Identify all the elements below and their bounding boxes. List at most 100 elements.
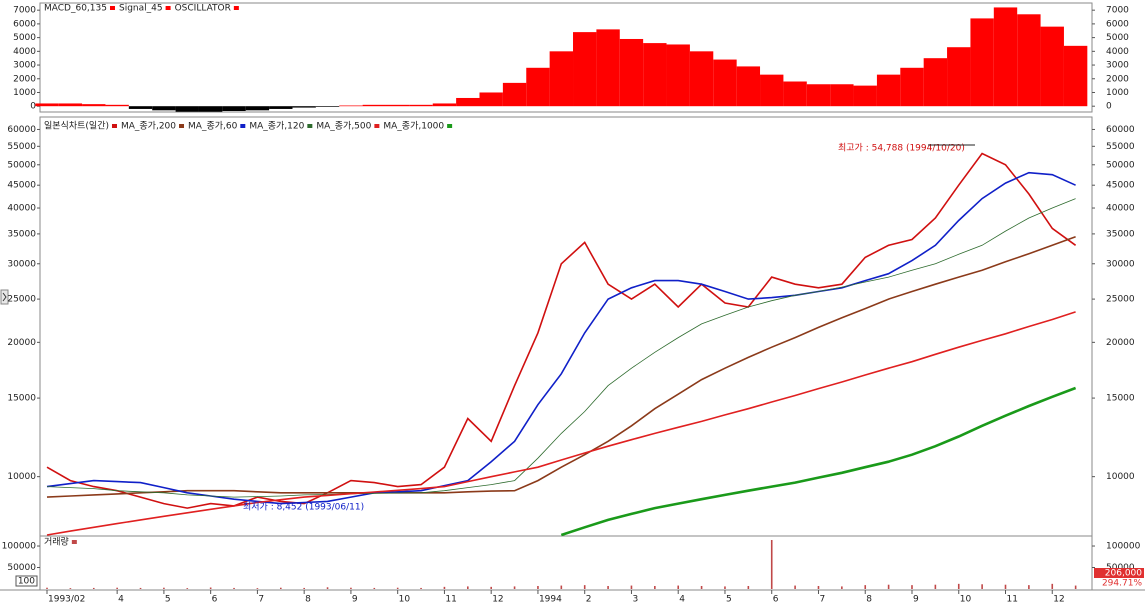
y-tick-label-right: 40000 (1106, 204, 1135, 214)
bar (409, 104, 433, 107)
x-tick-label: 3 (632, 595, 638, 605)
y-tick-label: 4000 (13, 47, 36, 57)
x-tick-label: 4 (679, 595, 685, 605)
legend-swatch (165, 6, 171, 10)
y-tick-label-right: 10000 (1106, 472, 1135, 482)
x-tick-label: 1993/02 (48, 595, 85, 605)
legend-swatch (111, 124, 117, 128)
bar (900, 67, 924, 107)
y-tick-label-right: 20000 (1106, 338, 1135, 348)
y-tick-label: 100000 (2, 542, 37, 552)
x-tick-label: 11 (1007, 595, 1018, 605)
y-tick-label-right: 45000 (1106, 181, 1135, 191)
scale-box (15, 575, 38, 587)
series-line (46, 152, 1077, 509)
x-tick-label: 11 (445, 595, 456, 605)
bar (830, 84, 854, 107)
y-tick-label: 55000 (7, 142, 36, 152)
x-tick-label: 2 (586, 595, 592, 605)
series-line (46, 171, 1076, 505)
panel-toggle[interactable] (0, 289, 9, 305)
x-tick-label: 7 (819, 595, 825, 605)
x-tick-label: 5 (726, 595, 732, 605)
x-tick-label: 6 (773, 595, 779, 605)
bar (630, 585, 633, 589)
bar (152, 106, 176, 111)
y-tick-label-right: 30000 (1106, 259, 1135, 269)
bar (139, 587, 142, 589)
bar (105, 104, 129, 107)
y-tick-label-right: 2000 (1106, 74, 1129, 84)
current-value-box (1094, 568, 1144, 578)
y-tick-label-right: 7000 (1106, 6, 1129, 16)
bar (947, 47, 971, 107)
legend-label: MA_종가,1000 (383, 121, 444, 132)
bar (362, 104, 386, 107)
bar (526, 67, 550, 107)
series-line (46, 235, 1076, 498)
bar (643, 43, 667, 107)
bar (876, 74, 901, 107)
bar (981, 584, 983, 589)
bar (970, 18, 994, 107)
bar (596, 29, 620, 107)
bar (456, 97, 480, 107)
y-tick-label: 25000 (7, 295, 36, 305)
legend-swatch (71, 540, 77, 544)
bar (315, 106, 340, 107)
y-tick-label: 50000 (7, 160, 36, 170)
bar (583, 585, 586, 589)
y-tick-label: 5000 (13, 33, 36, 43)
bar (175, 106, 199, 112)
x-tick-label: 1994 (539, 595, 562, 605)
bar (713, 59, 737, 107)
x-tick-label: 10 (960, 595, 972, 605)
bar (794, 585, 796, 589)
bar (607, 585, 609, 589)
bar (222, 106, 246, 111)
bar (747, 585, 750, 589)
bar (993, 7, 1018, 107)
bar (69, 588, 72, 589)
bar (1028, 585, 1030, 589)
x-tick-label: 9 (352, 595, 358, 605)
bar (186, 588, 189, 589)
y-tick-label: 35000 (7, 229, 36, 239)
y-tick-label: 6000 (13, 19, 36, 29)
bar (82, 104, 106, 107)
y-tick-label: 3000 (13, 61, 36, 71)
bar (35, 103, 59, 107)
bar (853, 85, 877, 107)
bar (1074, 585, 1077, 589)
bar (128, 106, 153, 109)
scale-label: 100 (18, 577, 35, 587)
series-line (46, 198, 1076, 498)
bar (1004, 584, 1007, 589)
bar (736, 66, 761, 107)
bar (339, 105, 363, 107)
bar (560, 585, 563, 589)
legend-swatch (240, 124, 246, 128)
bar (957, 583, 960, 589)
bar (887, 584, 890, 589)
legend-swatch (233, 6, 239, 10)
bar (58, 103, 83, 107)
series-line (46, 311, 1076, 536)
bar (490, 586, 492, 589)
bar (303, 587, 305, 589)
bar (198, 106, 223, 112)
legend-swatch (179, 124, 185, 128)
legend-swatch (307, 124, 313, 128)
x-tick-label: 12 (1053, 595, 1064, 605)
legend-label: MA_종가,200 (121, 121, 176, 132)
x-tick-label: 9 (913, 595, 919, 605)
x-tick-label: 12 (492, 595, 503, 605)
bar (1040, 26, 1064, 107)
bar (677, 585, 680, 589)
x-tick-label: 10 (399, 595, 411, 605)
bar (1017, 14, 1041, 107)
y-tick-label: 60000 (7, 125, 36, 135)
bar (373, 587, 376, 589)
bar (783, 81, 807, 107)
